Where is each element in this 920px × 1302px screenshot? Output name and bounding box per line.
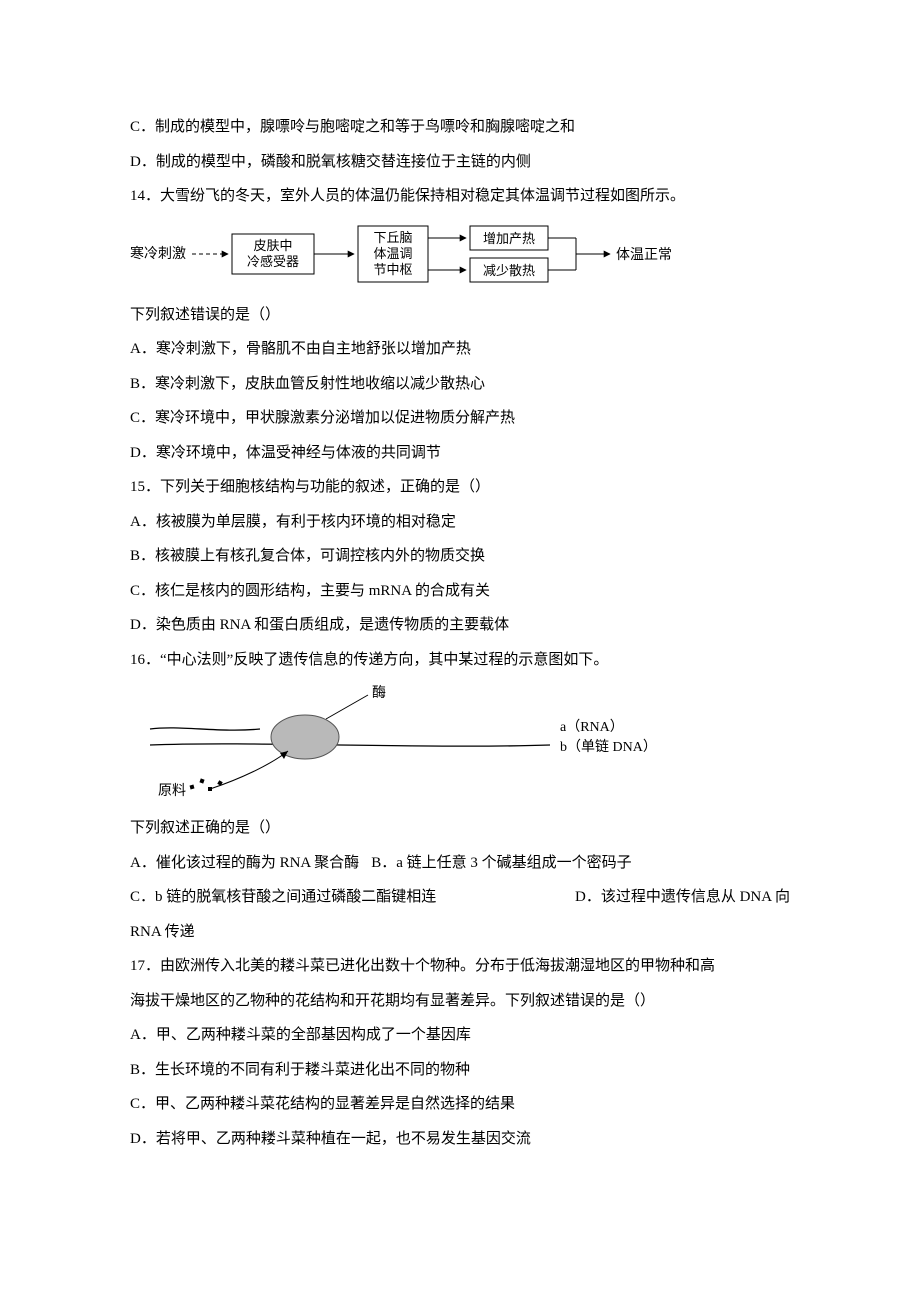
svg-text:b（单链 DNA）: b（单链 DNA）: [560, 739, 650, 755]
q17-intro-1: 17．由欧洲传入北美的耧斗菜已进化出数十个物种。分布于低海拔潮湿地区的甲物种和高: [130, 949, 790, 984]
q14-post: 下列叙述错误的是（）: [130, 298, 790, 333]
q13-opt-c: C．制成的模型中，腺嘌呤与胞嘧啶之和等于鸟嘌呤和胸腺嘧啶之和: [130, 110, 790, 145]
q14-flowchart: 寒冷刺激 皮肤中 冷感受器 下丘脑 体温调 节中枢 增加产热 减少散热: [130, 220, 790, 290]
svg-text:减少散热: 减少散热: [483, 263, 535, 278]
q17-opt-b: B．生长环境的不同有利于耧斗菜进化出不同的物种: [130, 1053, 790, 1088]
q16-diagram: 酶 a（RNA） b（单链 DNA） 原料: [130, 683, 790, 803]
svg-text:皮肤中: 皮肤中: [253, 238, 292, 253]
q16-opt-c: C．b 链的脱氧核苷酸之间通过磷酸二酯键相连: [130, 880, 436, 915]
q15-intro: 15．下列关于细胞核结构与功能的叙述，正确的是（）: [130, 470, 790, 505]
q17-opt-c: C．甲、乙两种耧斗菜花结构的显著差异是自然选择的结果: [130, 1087, 790, 1122]
svg-text:下丘脑: 下丘脑: [373, 230, 412, 245]
q13-opt-d: D．制成的模型中，磷酸和脱氧核糖交替连接位于主链的内侧: [130, 145, 790, 180]
q15-opt-b: B．核被膜上有核孔复合体，可调控核内外的物质交换: [130, 539, 790, 574]
q16-opt-a: A．催化该过程的酶为 RNA 聚合酶: [130, 846, 359, 881]
q17-intro-2: 海拔干燥地区的乙物种的花结构和开花期均有显著差异。下列叙述错误的是（）: [130, 984, 790, 1019]
stimulus-label: 寒冷刺激: [130, 245, 186, 262]
q14-opt-c: C．寒冷环境中，甲状腺激素分泌增加以促进物质分解产热: [130, 401, 790, 436]
q14-opt-b: B．寒冷刺激下，皮肤血管反射性地收缩以减少散热心: [130, 367, 790, 402]
q16-opt-b: B．a 链上任意 3 个碱基组成一个密码子: [371, 846, 631, 881]
svg-text:体温正常: 体温正常: [616, 247, 672, 263]
svg-text:原料: 原料: [158, 783, 186, 799]
q16-opt-d2: RNA 传递: [130, 915, 790, 950]
svg-text:增加产热: 增加产热: [483, 231, 535, 246]
q14-opt-d: D．寒冷环境中，体温受神经与体液的共同调节: [130, 436, 790, 471]
q15-opt-c: C．核仁是核内的圆形结构，主要与 mRNA 的合成有关: [130, 574, 790, 609]
q16-post: 下列叙述正确的是（）: [130, 811, 790, 846]
q14-intro: 14．大雪纷飞的冬天，室外人员的体温仍能保持相对稳定其体温调节过程如图所示。: [130, 179, 790, 214]
svg-text:节中枢: 节中枢: [373, 262, 412, 277]
q17-opt-d: D．若将甲、乙两种耧斗菜种植在一起，也不易发生基因交流: [130, 1122, 790, 1157]
q16-opt-d1: D．该过程中遗传信息从 DNA 向: [575, 880, 790, 915]
svg-text:冷感受器: 冷感受器: [247, 254, 299, 269]
svg-text:酶: 酶: [372, 685, 386, 701]
svg-text:a（RNA）: a（RNA）: [560, 719, 624, 735]
q16-intro: 16．“中心法则”反映了遗传信息的传递方向，其中某过程的示意图如下。: [130, 643, 790, 678]
q17-opt-a: A．甲、乙两种耧斗菜的全部基因构成了一个基因库: [130, 1018, 790, 1053]
q14-opt-a: A．寒冷刺激下，骨骼肌不由自主地舒张以增加产热: [130, 332, 790, 367]
svg-text:体温调: 体温调: [373, 246, 412, 261]
q15-opt-a: A．核被膜为单层膜，有利于核内环境的相对稳定: [130, 505, 790, 540]
q15-opt-d: D．染色质由 RNA 和蛋白质组成，是遗传物质的主要载体: [130, 608, 790, 643]
